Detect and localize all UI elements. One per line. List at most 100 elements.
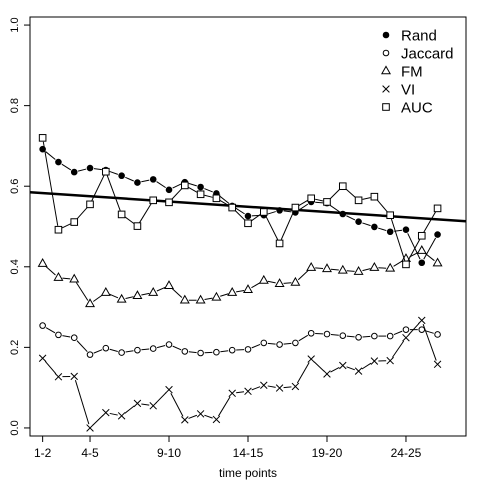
data-point-rand bbox=[197, 183, 204, 191]
data-point-vi bbox=[212, 415, 221, 424]
data-point-jaccard bbox=[228, 346, 236, 354]
series-line-segment bbox=[92, 415, 104, 426]
series-line-segment bbox=[251, 343, 261, 349]
data-point-jaccard bbox=[39, 322, 46, 329]
series-line-segment bbox=[298, 203, 309, 211]
data-point-auc bbox=[386, 211, 394, 220]
series-line-segment bbox=[361, 362, 372, 370]
series-line-segment bbox=[280, 211, 295, 240]
series-auc bbox=[38, 134, 442, 269]
data-point-rand bbox=[402, 226, 410, 234]
data-point-auc bbox=[244, 219, 252, 228]
data-point-auc bbox=[181, 181, 189, 190]
y-axis: 0.0 0.2 0.4 0.6 0.8 1.0 bbox=[9, 17, 30, 436]
series-line-segment bbox=[267, 342, 276, 345]
data-point-auc bbox=[133, 222, 142, 230]
series-line-segment bbox=[251, 282, 261, 289]
x-tick-label: 14-15 bbox=[233, 446, 264, 460]
series-line-segment bbox=[188, 351, 197, 354]
data-point-fm bbox=[274, 278, 285, 287]
data-point-rand bbox=[434, 231, 441, 238]
series-line-segment bbox=[407, 239, 421, 262]
data-point-jaccard bbox=[165, 341, 173, 348]
series-line-segment bbox=[156, 181, 166, 189]
data-point-auc bbox=[196, 190, 205, 199]
series-line-segment bbox=[393, 330, 403, 336]
data-point-vi bbox=[102, 408, 110, 417]
data-point-vi bbox=[149, 402, 157, 410]
series-line-segment bbox=[204, 414, 213, 419]
x-tick-label: 4-5 bbox=[81, 446, 99, 460]
data-point-vi bbox=[260, 381, 268, 389]
data-point-jaccard bbox=[244, 346, 252, 353]
series-line-segment bbox=[141, 179, 150, 183]
data-point-vi bbox=[433, 360, 442, 369]
series-line-segment bbox=[106, 175, 121, 211]
series-line-segment bbox=[423, 237, 437, 260]
data-point-jaccard bbox=[386, 332, 394, 340]
series-line-segment bbox=[267, 211, 276, 215]
data-point-jaccard bbox=[118, 349, 125, 356]
y-tick-label: 0.4 bbox=[9, 259, 21, 274]
series-line-segment bbox=[76, 340, 88, 353]
data-point-vi bbox=[86, 424, 94, 432]
series-line-segment bbox=[125, 350, 134, 353]
series-line-segment bbox=[156, 286, 166, 292]
series-line-segment bbox=[171, 187, 183, 200]
series-line-segment bbox=[283, 282, 292, 284]
data-point-jaccard bbox=[402, 326, 410, 333]
data-point-vi bbox=[70, 372, 78, 381]
data-point-auc bbox=[102, 167, 110, 176]
data-point-auc bbox=[117, 210, 126, 219]
data-point-rand bbox=[418, 259, 426, 267]
data-point-rand bbox=[339, 210, 347, 218]
series-vi bbox=[38, 316, 442, 432]
data-point-vi bbox=[339, 361, 347, 370]
data-point-fm bbox=[353, 266, 364, 275]
legend-marker-auc bbox=[382, 103, 390, 111]
series-line-segment bbox=[204, 188, 213, 193]
y-tick-label: 0.0 bbox=[9, 420, 21, 435]
series-line-segment bbox=[188, 414, 198, 419]
y-tick-label: 0.8 bbox=[9, 98, 21, 113]
data-point-fm bbox=[69, 273, 80, 283]
series-line-segment bbox=[393, 260, 403, 267]
data-point-vi bbox=[54, 373, 63, 381]
data-point-auc bbox=[275, 239, 284, 248]
y-tick-label: 1.0 bbox=[9, 17, 21, 32]
data-point-auc bbox=[259, 208, 268, 216]
series-line-segment bbox=[283, 210, 292, 213]
series-line-segment bbox=[125, 296, 134, 300]
x-axis-label: time points bbox=[219, 466, 277, 480]
data-point-jaccard bbox=[197, 349, 204, 357]
data-point-vi bbox=[370, 357, 379, 365]
data-point-jaccard bbox=[434, 331, 441, 338]
data-point-jaccard bbox=[134, 346, 141, 354]
series-line-segment bbox=[42, 141, 59, 226]
series-line-segment bbox=[315, 267, 324, 269]
data-point-fm bbox=[85, 298, 96, 308]
series-line-segment bbox=[315, 201, 324, 204]
series-line-segment bbox=[235, 207, 245, 215]
series-line-segment bbox=[141, 348, 150, 351]
data-point-vi bbox=[323, 370, 331, 378]
x-tick-label: 1-2 bbox=[34, 446, 52, 460]
series-line-segment bbox=[139, 203, 152, 223]
series-line-segment bbox=[125, 176, 134, 182]
legend-label-auc: AUC bbox=[401, 99, 433, 116]
y-tick-label: 0.2 bbox=[9, 340, 21, 355]
series-line-segment bbox=[109, 293, 119, 299]
data-point-vi bbox=[291, 382, 300, 391]
y-tick-label: 0.6 bbox=[9, 179, 21, 194]
data-point-auc bbox=[417, 231, 426, 240]
series-line-segment bbox=[93, 168, 102, 171]
series-line-segment bbox=[297, 269, 309, 281]
x-axis: 1-2 4-5 9-10 14-15 19-20 24-25 bbox=[34, 436, 422, 460]
data-point-rand bbox=[134, 179, 141, 186]
series-line-segment bbox=[91, 175, 105, 201]
series-line-segment bbox=[124, 405, 135, 414]
series-line-segment bbox=[407, 233, 421, 260]
data-point-jaccard bbox=[102, 344, 110, 352]
data-point-vi bbox=[244, 387, 252, 396]
series-line-segment bbox=[250, 213, 261, 222]
